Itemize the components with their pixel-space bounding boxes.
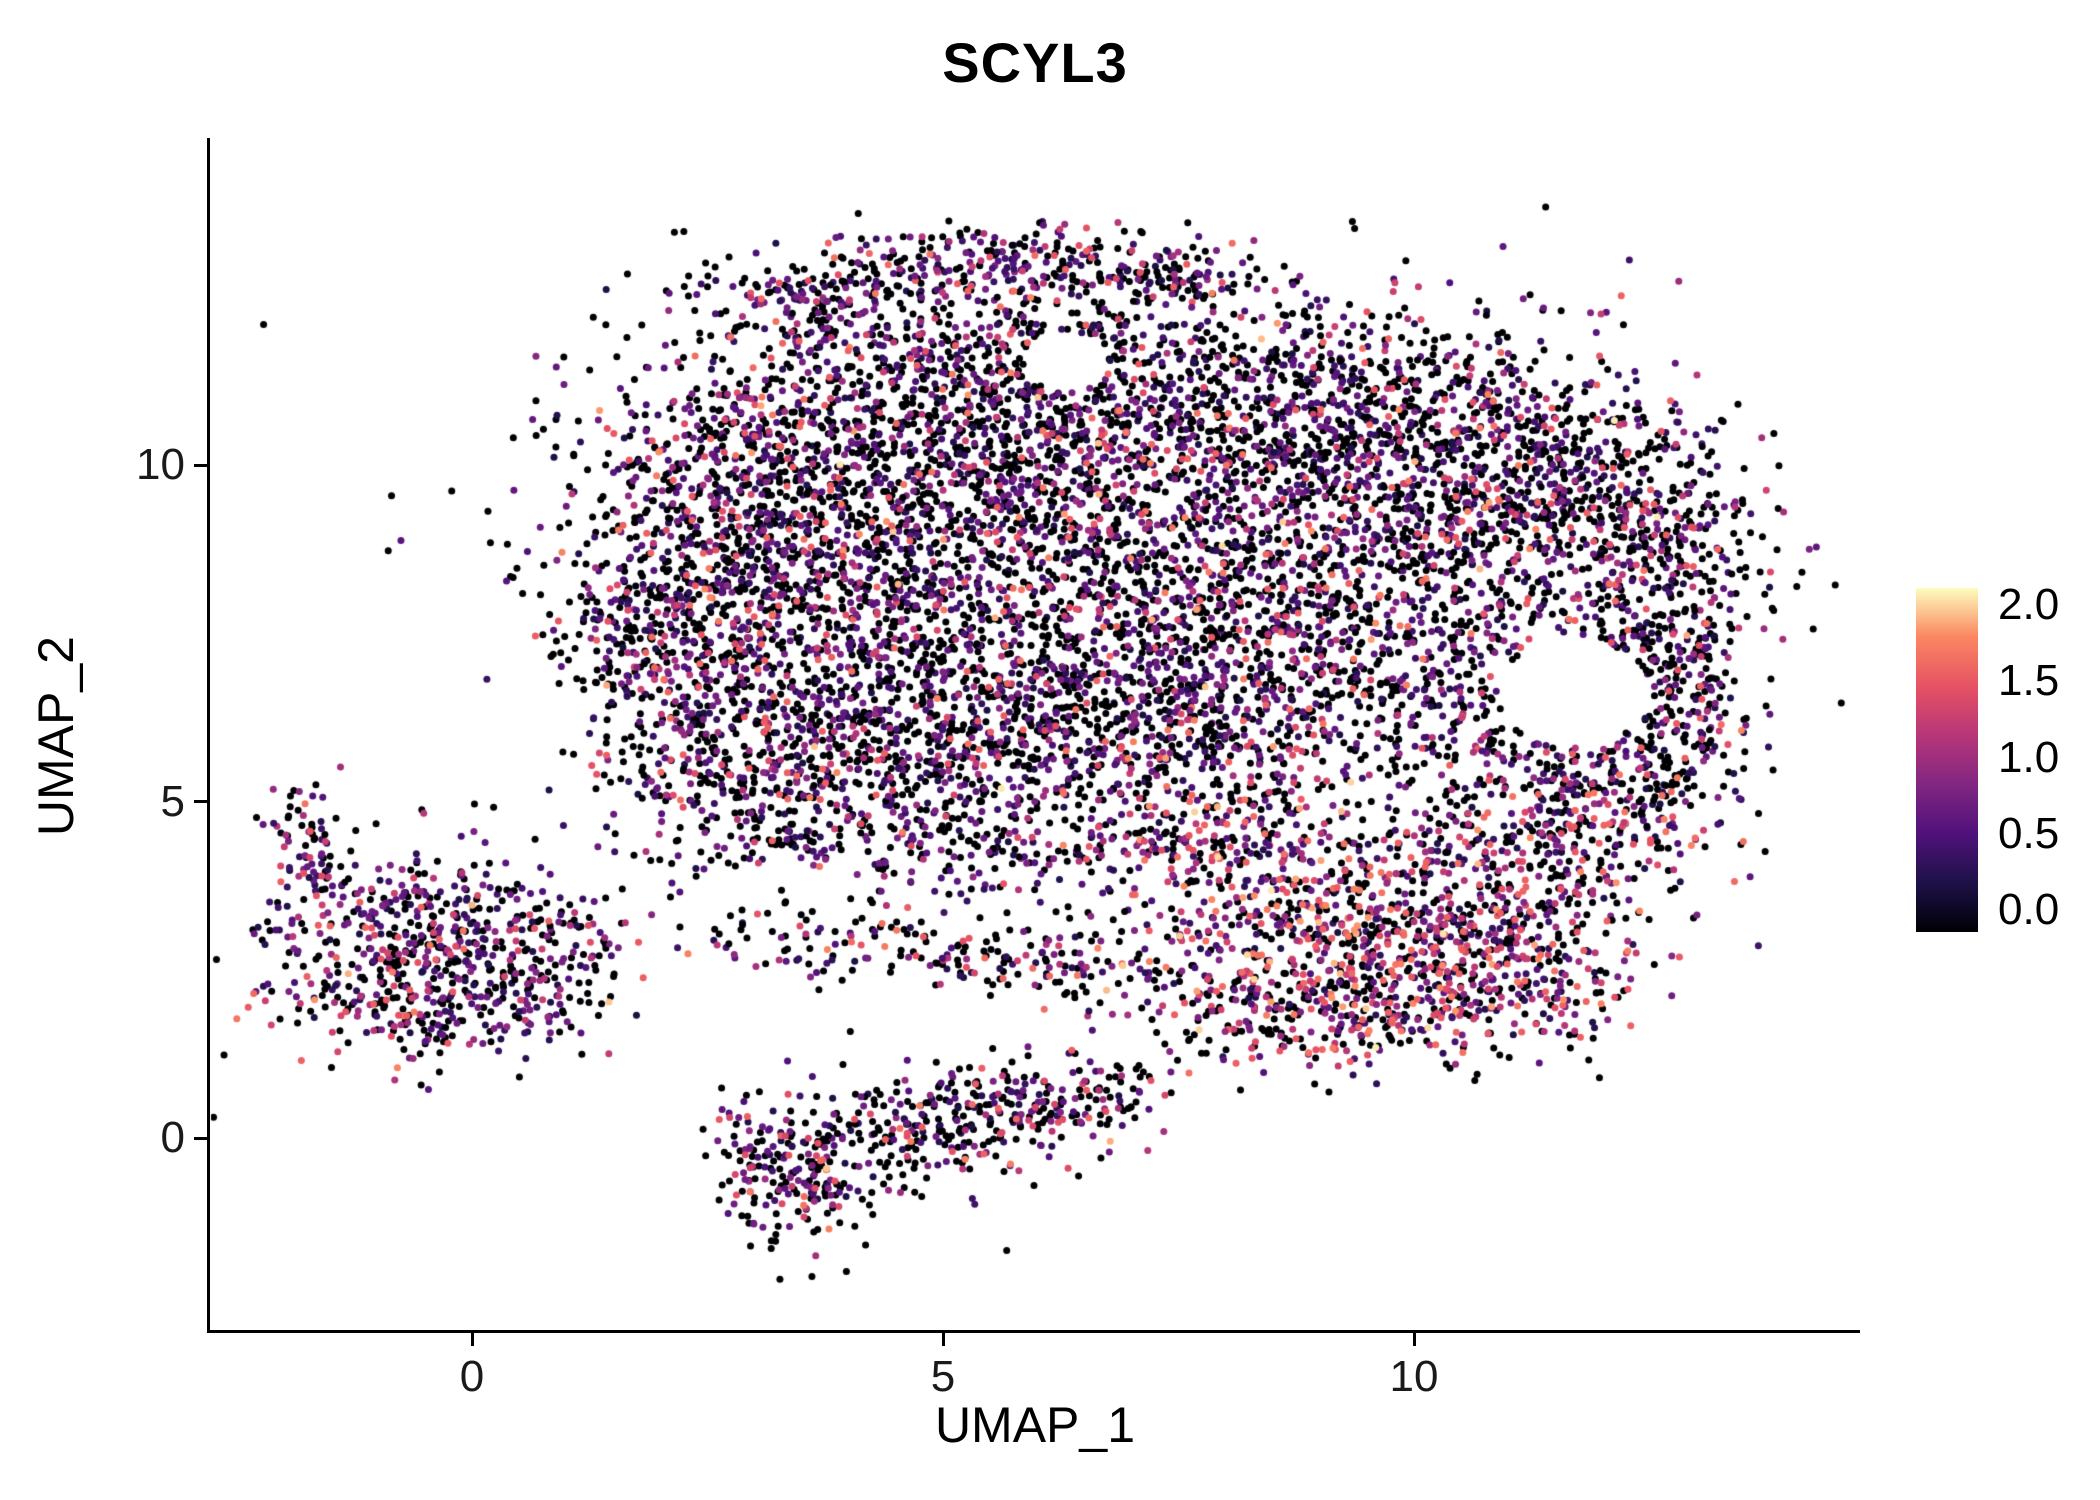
- x-tick-mark: [470, 1333, 474, 1346]
- colorbar-tick-label: 0.0: [1998, 885, 2060, 934]
- y-axis-label-wrap: UMAP_2: [14, 140, 98, 1333]
- y-tick-mark: [194, 1136, 207, 1140]
- x-tick-mark: [941, 1333, 945, 1346]
- x-tick-label: 0: [459, 1352, 485, 1401]
- colorbar-tick-label: 0.5: [1998, 808, 2060, 858]
- x-tick-label: 5: [930, 1352, 956, 1401]
- colorbar-tick-label: 1.0: [1998, 732, 2060, 782]
- x-tick-label: 10: [1389, 1352, 1439, 1401]
- y-tick-mark: [194, 800, 207, 803]
- x-tick-mark: [1412, 1333, 1416, 1346]
- y-tick-label: 10: [136, 440, 185, 489]
- x-axis-line: [207, 1330, 1860, 1333]
- plot-title: SCYL3: [942, 31, 1128, 94]
- y-tick-mark: [194, 463, 207, 467]
- y-axis-label: UMAP_2: [28, 636, 84, 837]
- colorbar-gradient: [1916, 588, 1978, 932]
- y-tick-label: 5: [160, 776, 185, 826]
- x-axis-label: UMAP_1: [934, 1397, 1136, 1453]
- colorbar-tick-label: 1.5: [1998, 656, 2060, 706]
- colorbar-tick-label: 2.0: [1998, 580, 2060, 629]
- y-axis-line: [207, 138, 210, 1333]
- y-tick-label: 0: [160, 1113, 185, 1162]
